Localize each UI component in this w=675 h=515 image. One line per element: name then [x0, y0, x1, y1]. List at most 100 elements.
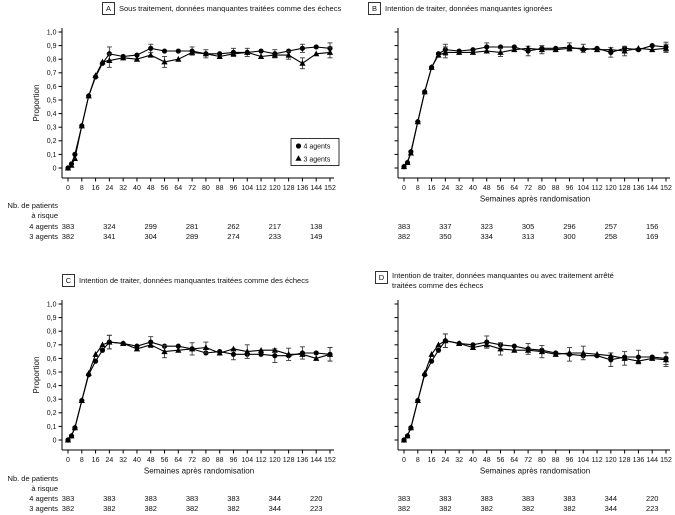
- data-point-circle: [175, 48, 181, 54]
- y-tick-label: 1,0: [47, 301, 57, 308]
- x-axis: 0 8 16 24 32 40 48 56 64 72 80 88 96 104 112 120 128 136 1…: [402, 178, 672, 204]
- data-point-triangle: [649, 46, 656, 53]
- risk-value: 296: [563, 222, 576, 231]
- x-tick-label: 144: [310, 457, 322, 464]
- x-tick-label: 0: [66, 185, 70, 192]
- data-point-triangle: [78, 122, 85, 129]
- risk-value: 382: [185, 504, 199, 513]
- legend-label-3-agents: 3 agents: [304, 156, 331, 163]
- y-tick-label: 0,2: [47, 410, 57, 417]
- x-tick-label: 16: [92, 457, 100, 464]
- data-point-triangle: [78, 397, 85, 404]
- risk-value: 262: [227, 222, 240, 231]
- y-axis: [394, 31, 398, 169]
- risk-value: 334: [480, 232, 493, 241]
- data-point-triangle: [299, 59, 306, 66]
- data-point-triangle: [271, 51, 278, 58]
- data-point-triangle: [257, 346, 265, 353]
- y-tick-label: 0,4: [47, 111, 57, 118]
- risk-value: 344: [604, 494, 618, 503]
- risk-value: 156: [645, 222, 659, 231]
- x-tick-label: 24: [441, 185, 449, 192]
- risk-value: 383: [480, 494, 493, 503]
- data-point-triangle: [404, 432, 411, 439]
- x-tick-label: 8: [80, 457, 84, 464]
- x-tick-label: 88: [216, 185, 224, 192]
- x-tick-label: 128: [619, 185, 631, 192]
- risk-row-label-top-3agents: 3 agents: [29, 232, 58, 241]
- series-3-agents: [400, 333, 670, 443]
- data-point-triangle: [202, 50, 209, 57]
- data-point-triangle: [497, 345, 504, 352]
- data-point-triangle: [649, 355, 656, 361]
- x-tick-label: 40: [469, 457, 477, 464]
- x-tick-label: 136: [633, 457, 645, 464]
- x-tick-label: 64: [510, 185, 518, 192]
- series-4-agents: [65, 334, 333, 443]
- data-point-triangle: [525, 346, 532, 353]
- x-tick-label: 128: [283, 185, 295, 192]
- risk-value: 382: [397, 504, 411, 513]
- x-axis: 0 8 16 24 32 40 48 56 64 72 80 88 96 104 112 120 128 136 1…: [402, 450, 672, 476]
- data-point-triangle: [85, 92, 92, 99]
- x-axis: 0 8 16 24 32 40 48 56 64 72 80 88 96 104 112 120 128 136 1…: [66, 178, 336, 192]
- x-tick-label: 96: [230, 185, 238, 192]
- risk-value: 383: [563, 494, 576, 503]
- x-tick-label: 104: [577, 185, 589, 192]
- axes: [397, 300, 670, 451]
- x-tick-label: 32: [119, 457, 127, 464]
- x-tick-label: 16: [428, 185, 436, 192]
- data-point-triangle: [607, 46, 614, 53]
- data-point-triangle: [175, 346, 182, 353]
- y-tick-label: 0: [53, 437, 57, 444]
- x-tick-label: 16: [92, 185, 100, 192]
- data-point-triangle: [414, 118, 421, 125]
- x-tick-label: 0: [402, 185, 406, 192]
- x-tick-label: 112: [591, 185, 602, 192]
- data-point-triangle: [497, 49, 504, 55]
- risk-value: 220: [645, 494, 659, 503]
- y-tick-label: 0,1: [47, 424, 57, 431]
- x-tick-label: 72: [524, 185, 532, 192]
- risk-value: 382: [61, 504, 75, 513]
- data-point-triangle: [552, 46, 559, 53]
- panel-c-chart: 0 0,1 0,2 0,3 0,4 0,5 0,6 0,7 0,8 0,9 1,0 Proportio…: [32, 300, 336, 476]
- risk-value: 344: [604, 504, 618, 513]
- data-point-circle: [161, 48, 168, 54]
- data-point-triangle: [400, 436, 408, 443]
- data-point-circle: [435, 347, 442, 353]
- risk-value: 313: [521, 232, 535, 241]
- data-point-triangle: [635, 45, 642, 51]
- x-tick-label: 24: [441, 457, 449, 464]
- data-point-triangle: [230, 345, 237, 352]
- data-point-triangle: [285, 351, 292, 357]
- x-tick-label: 40: [133, 185, 141, 192]
- x-tick-label: 104: [241, 185, 253, 192]
- data-point-circle: [230, 351, 237, 357]
- data-point-triangle: [538, 348, 545, 355]
- data-point-triangle: [216, 349, 223, 356]
- data-point-triangle: [435, 51, 442, 58]
- data-point-circle: [484, 44, 490, 50]
- x-tick-label: 152: [660, 457, 672, 464]
- x-tick-label: 24: [105, 185, 113, 192]
- risk-value: 233: [268, 232, 282, 241]
- y-tick-label: 0,5: [47, 369, 57, 376]
- x-tick-label: 144: [646, 185, 658, 192]
- data-point-triangle: [326, 351, 334, 357]
- axes: [61, 300, 334, 451]
- data-point-triangle: [566, 45, 573, 51]
- panel-d-title-line2: traitées comme des échecs: [392, 280, 484, 290]
- data-point-triangle: [99, 58, 106, 65]
- risk-row-label-bottom-4agents: 4 agents: [29, 494, 58, 503]
- risk-value: 223: [309, 504, 323, 513]
- x-tick-label: 88: [216, 457, 224, 464]
- data-point-triangle: [313, 50, 320, 57]
- x-tick-label: 16: [428, 457, 436, 464]
- risk-value: 304: [144, 232, 157, 241]
- data-point-triangle: [99, 341, 106, 348]
- x-tick-label: 72: [524, 457, 532, 464]
- x-axis: 0 8 16 24 32 40 48 56 64 72 80 88 96 104 112 120 128 136 1…: [66, 450, 336, 476]
- x-tick-label: 0: [402, 457, 406, 464]
